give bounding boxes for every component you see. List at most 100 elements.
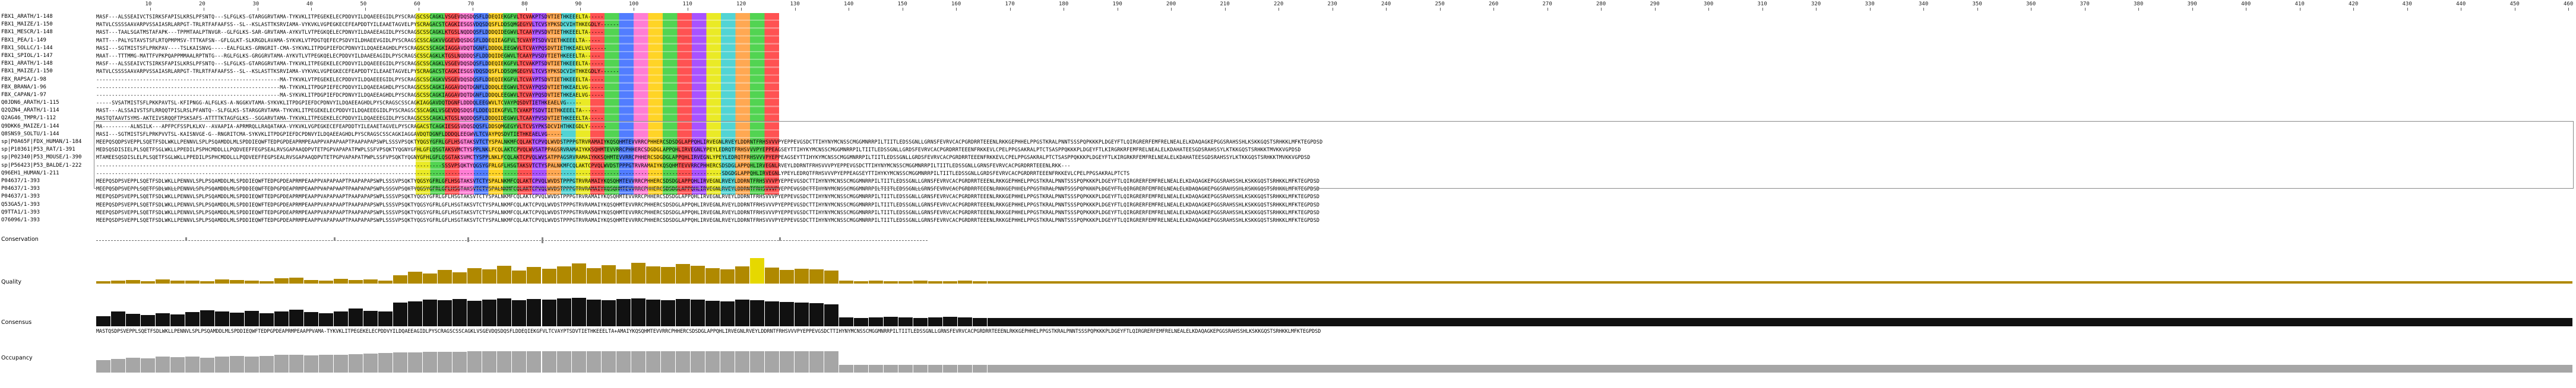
quality-bar xyxy=(156,279,170,284)
sequence-row[interactable]: ----------------------------------------… xyxy=(96,84,2572,91)
sequence-name[interactable]: FBX1_SOLLC/1-144 xyxy=(1,44,53,51)
quality-bar xyxy=(452,272,467,284)
sequence-name[interactable]: P04637/1-393 xyxy=(1,186,40,192)
sequence-residues: ----------------------------------------… xyxy=(96,76,604,82)
quality-bar xyxy=(319,281,334,284)
sequence-row[interactable]: MATT---PALYGTAVSTSFLRTQPMPMSV-TTTKAFSN--… xyxy=(96,37,2572,44)
sequence-row[interactable]: MATVLCSSSSAAVARPVSSAIASRLARPGT-TRLRTFAFA… xyxy=(96,68,2572,75)
consensus-bar xyxy=(423,300,438,326)
sequence-name[interactable]: Q2AG46_TMPR/1-112 xyxy=(1,115,56,122)
occupancy-bar xyxy=(334,354,349,373)
quality-bar xyxy=(170,281,185,284)
sequence-name[interactable]: Q2QZN4_ARATH/1-114 xyxy=(1,107,59,114)
occupancy-bar xyxy=(260,355,274,373)
sequence-name[interactable]: P04637/1-393 xyxy=(1,193,40,200)
ruler-tick-label: 320 xyxy=(1811,1,1821,7)
sequence-row[interactable]: MASF---ALSSEAIVCTSIRKSFAPISLKRSLPFSNTQ--… xyxy=(96,60,2572,68)
ruler-tick-mark xyxy=(2353,8,2354,11)
sequence-name[interactable]: Q53GA5/1-393 xyxy=(1,201,40,208)
sequence-name[interactable]: Q9TTA1/1-393 xyxy=(1,209,40,215)
occupancy-bar xyxy=(363,354,378,373)
sequence-row[interactable]: ----------------------------------------… xyxy=(96,170,2572,177)
sequence-name[interactable]: Q96EH1_HUMAN/1-211 xyxy=(1,170,59,176)
sequence-name[interactable]: P04637/1-393 xyxy=(1,177,40,184)
sequence-residues: ----------------------------------------… xyxy=(96,162,1071,168)
sequence-row[interactable]: MEEPQSDPSVEPPLSQETFSDLWKLLPENNVLSPLPSQAM… xyxy=(96,185,2572,193)
occupancy-bar xyxy=(675,351,690,373)
sequence-name[interactable]: FBX_BRANA/1-96 xyxy=(1,84,46,90)
consensus-bar xyxy=(452,299,467,326)
consensus-bar xyxy=(794,303,809,326)
consensus-bar xyxy=(809,303,824,326)
occupancy-bar xyxy=(764,351,779,373)
quality-bar xyxy=(542,269,556,284)
sequence-row[interactable]: ----------------------------------------… xyxy=(96,91,2572,99)
quality-bar xyxy=(230,280,245,284)
sequence-row[interactable]: MASTQTAAVTSYMS-AKTEIVSRQQFTPSKSAFS-ATTTT… xyxy=(96,115,2572,122)
sequence-row[interactable]: MAST---ALSSAIVSTSFLRRQQTPISLRSLPFANTQ--S… xyxy=(96,107,2572,115)
sequence-name[interactable]: FBX1_MESCR/1-148 xyxy=(1,29,53,36)
sequence-name[interactable]: sp|P0A65F|FDX_HUMAN/1-184 xyxy=(1,139,82,145)
ruler-tick-label: 240 xyxy=(1381,1,1391,7)
consensus-bar xyxy=(868,317,883,326)
sequence-name[interactable]: Q8SNS9_SOLTU/1-144 xyxy=(1,131,59,137)
sequence-name[interactable]: FBX_CAPAN/1-97 xyxy=(1,91,46,98)
sequence-name[interactable]: sp|P02340|P53_MOUSE/1-390 xyxy=(1,154,82,161)
sequence-row[interactable]: MAST---TAALSGATMSTAFAPK---TPPMTAALPTNVGR… xyxy=(96,28,2572,36)
sequence-row[interactable]: MTAMEESQSDISLELPLSQETFSGLWKLLPPEDILPSPHC… xyxy=(96,154,2572,161)
consensus-bar xyxy=(764,301,779,326)
sequence-row[interactable]: MATVLCSSSSAAVARPVSSAIASRLARPGT-TRLRTFAFA… xyxy=(96,21,2572,28)
occupancy-bar xyxy=(289,354,304,373)
sequence-row[interactable]: -----SVSATMISTSFLPKKPAVTSL-KFIPNGG-ALFGL… xyxy=(96,99,2572,107)
sequence-name[interactable]: FBX1_ARATH/1-148 xyxy=(1,61,53,67)
sequence-row[interactable]: MASI---SGTMISTSFLPRKPAV----TSLKAISNVG---… xyxy=(96,44,2572,52)
quality-bar xyxy=(749,257,764,284)
sequence-name[interactable]: FBX1_MAIZE/1-150 xyxy=(1,21,53,28)
sequence-row[interactable]: ----------------------------------------… xyxy=(96,162,2572,170)
occupancy-bar xyxy=(571,351,586,373)
sequence-row[interactable]: MA---------ALNSILK---APFPCFSSPLKLKV--AVA… xyxy=(96,123,2572,131)
quality-bar xyxy=(735,266,749,284)
occupancy-bar xyxy=(898,364,913,373)
sequence-row[interactable]: MEEPQSDPSVEPPLSQETFSDLWKLLPENNVLSPLPSQAM… xyxy=(96,217,2572,224)
sequence-row[interactable]: ----------------------------------------… xyxy=(96,76,2572,84)
ruler-tick-label: 270 xyxy=(1542,1,1552,7)
sequence-name[interactable]: Q9DKK6_MAIZE/1-144 xyxy=(1,123,59,129)
sequence-name[interactable]: Q0JDN6_ARATH/1-115 xyxy=(1,100,59,106)
consensus-bar xyxy=(705,300,720,326)
sequence-row[interactable]: MEEPQSDPSVEPPLSQETFSDLWKLLPENNVLSPLPSQAM… xyxy=(96,177,2572,185)
sequence-row[interactable]: MEEPQSDPSVEPPLSQETFSDLWKLLPENNVLSPLPSQAM… xyxy=(96,193,2572,201)
sequence-name[interactable]: FBX1_ARATH/1-148 xyxy=(1,14,53,20)
occupancy-bar xyxy=(824,351,838,373)
sequence-row[interactable]: MASF---ALSSEAIVCTSIRKSFAPISLKRSLPFSNTQ--… xyxy=(96,13,2572,21)
quality-bar xyxy=(809,269,824,284)
sequence-row[interactable]: MEEPQSDPSVEPPLSQETFSDLWKLLPENNVLSPLPSQAM… xyxy=(96,209,2572,217)
sequence-panel[interactable]: MASF---ALSSEAIVCTSIRKSFAPISLKRSLPFSNTQ--… xyxy=(96,13,2572,224)
sequence-row[interactable]: MEEPQSQDPSVEPPLSQETFSDLWKLLPENNVLSPLPSQA… xyxy=(96,138,2572,146)
sequence-name[interactable]: FBX1_SPIOL/1-147 xyxy=(1,52,53,59)
sequence-name[interactable]: FBX_RAPSA/1-98 xyxy=(1,76,46,82)
sequence-name[interactable]: sp|P10361|P53_RAT/1-391 xyxy=(1,147,75,153)
ruler-tick-mark xyxy=(1171,8,1172,11)
ruler-tick-label: 90 xyxy=(575,1,582,7)
sequence-row[interactable]: MAAT---TTTMMG-MATTFVPKPQAPPMMAALRPTNTG--… xyxy=(96,52,2572,60)
quality-bar xyxy=(497,266,512,284)
position-ruler: 10 20 30 40 50 60 70 80 90 100 110 120 130 140 150 160 1… xyxy=(96,0,2573,12)
sequence-residues: MEEPQSDPSVEPPLSQETFSDLWKLLPENNVLSPLPSQAM… xyxy=(96,177,1320,184)
ruler-tick-label: 310 xyxy=(1757,1,1767,7)
ruler-tick-label: 170 xyxy=(1005,1,1015,7)
sequence-name[interactable]: O76096/1-393 xyxy=(1,217,40,223)
ruler-tick-mark xyxy=(1386,8,1387,11)
occupancy-bar xyxy=(274,355,289,373)
quality-bar xyxy=(438,269,452,284)
consensus-bar xyxy=(141,315,156,326)
ruler-tick-label: 60 xyxy=(414,1,420,7)
sequence-name[interactable]: FBX1_MAIZE/1-150 xyxy=(1,68,53,75)
ruler-tick-label: 450 xyxy=(2509,1,2520,7)
sequence-row[interactable]: MEEPQSDPSVEPPLSQETFSDLWKLLPENNVLSPLPSQAM… xyxy=(96,201,2572,209)
sequence-row[interactable]: MEDSQSDISIELPLSQETFSGLWKLLPPEDILPSPHCMDD… xyxy=(96,146,2572,154)
sequence-name[interactable]: FBX1_PEA/1-149 xyxy=(1,37,46,43)
consensus-bar xyxy=(111,311,126,326)
sequence-name[interactable]: sp|P56423|P53_BALDE/1-222 xyxy=(1,162,82,168)
sequence-row[interactable]: MASI---SGTMISTSFLPRKPVVTSL-KAISNVGE-G--R… xyxy=(96,131,2572,138)
